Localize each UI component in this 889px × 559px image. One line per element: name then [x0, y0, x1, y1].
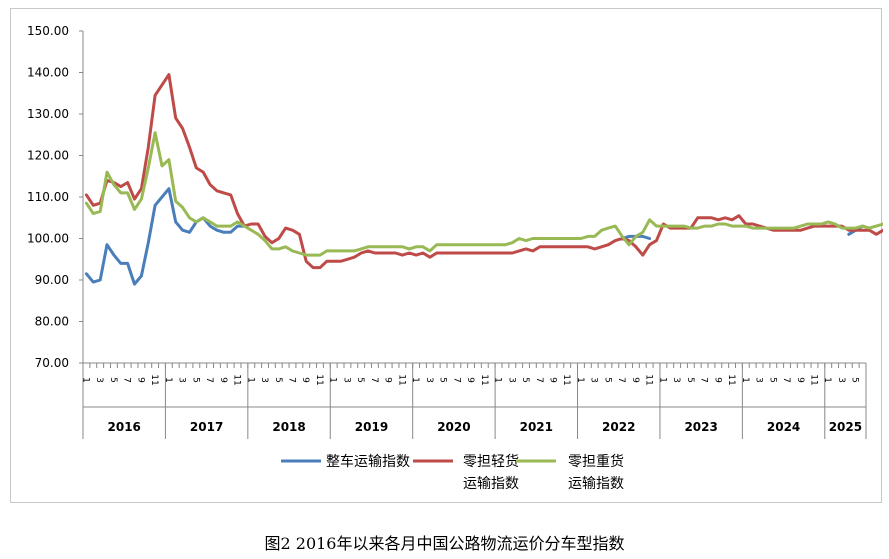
x-tick-label: 9 — [465, 377, 475, 383]
x-tick-label: 9 — [712, 377, 722, 383]
x-tick-label: 5 — [108, 377, 118, 383]
x-tick-label: 9 — [383, 377, 393, 383]
chart-frame: 70.00 80.00 90.00 100.00 110.00 120.00 130.00 1… — [10, 8, 883, 503]
series-line-1 — [84, 187, 865, 286]
legend-label-2-line-2: 运输指数 — [463, 476, 519, 492]
x-tick-label: 5 — [685, 377, 695, 383]
y-tick-label: 120.00 — [27, 149, 69, 163]
x-tick-label: 1 — [740, 377, 750, 383]
x-tick-label: 7 — [204, 377, 214, 383]
x-tick-label: 5 — [602, 377, 612, 383]
x-tick-label: 7 — [369, 377, 379, 383]
x-tick-label: 11 — [149, 374, 159, 385]
x-tick-label: 7 — [699, 377, 709, 383]
x-tick-label: 3 — [836, 377, 846, 383]
x-tick-label: 7 — [534, 377, 544, 383]
x-tick-label: 3 — [506, 377, 516, 383]
x-tick-label: 11 — [314, 374, 324, 385]
x-tick-label: 3 — [94, 377, 104, 383]
x-tick-label: 11 — [644, 374, 654, 385]
year-label: 2020 — [437, 420, 470, 434]
legend-label-3-line-1: 零担重货 — [568, 453, 624, 470]
year-label: 2017 — [190, 420, 223, 434]
y-tick-label: 110.00 — [27, 190, 69, 204]
x-tick-label: 1 — [657, 377, 667, 383]
y-tick-label: 80.00 — [35, 315, 69, 329]
x-tick-label: 1 — [328, 377, 338, 383]
x-tick-label: 5 — [520, 377, 530, 383]
x-tick-label: 11 — [808, 374, 818, 385]
year-label: 2023 — [684, 420, 717, 434]
y-tick-label: 90.00 — [35, 273, 69, 287]
y-tick-label: 70.00 — [35, 356, 69, 370]
x-tick-label: 11 — [561, 374, 571, 385]
x-tick-label: 1 — [493, 377, 503, 383]
legend-label-3-line-2: 运输指数 — [568, 476, 624, 492]
x-tick-label: 3 — [177, 377, 187, 383]
series-line-2 — [84, 73, 883, 270]
x-tick-label: 5 — [767, 377, 777, 383]
x-tick-label: 1 — [822, 377, 832, 383]
year-label: 2016 — [108, 420, 141, 434]
x-tick-label: 1 — [80, 377, 90, 383]
x-tick-label: 3 — [424, 377, 434, 383]
year-label: 2025 — [829, 420, 862, 434]
x-tick-label: 9 — [547, 377, 557, 383]
x-tick-label: 7 — [781, 377, 791, 383]
y-tick-label: 150.00 — [27, 24, 69, 38]
x-tick-label: 3 — [259, 377, 269, 383]
x-tick-label: 1 — [245, 377, 255, 383]
year-label: 2021 — [520, 420, 553, 434]
x-tick-label: 1 — [575, 377, 585, 383]
x-tick-label: 3 — [589, 377, 599, 383]
x-tick-label: 5 — [850, 377, 860, 383]
x-tick-label: 11 — [232, 374, 242, 385]
x-tick-label: 9 — [795, 377, 805, 383]
figure-caption: 图2 2016年以来各月中国公路物流运价分车型指数 — [264, 534, 625, 553]
x-tick-label: 9 — [135, 377, 145, 383]
x-tick-label: 1 — [163, 377, 173, 383]
x-tick-label: 7 — [616, 377, 626, 383]
x-tick-label: 3 — [671, 377, 681, 383]
x-tick-label: 9 — [630, 377, 640, 383]
x-tick-label: 9 — [300, 377, 310, 383]
x-tick-label: 11 — [479, 374, 489, 385]
x-tick-label: 11 — [726, 374, 736, 385]
x-tick-label: 7 — [286, 377, 296, 383]
x-tick-label: 1 — [410, 377, 420, 383]
year-label: 2018 — [272, 420, 305, 434]
legend-label-1: 整车运输指数 — [326, 453, 410, 470]
x-tick-label: 5 — [355, 377, 365, 383]
x-tick-label: 5 — [190, 377, 200, 383]
chart-svg: 70.00 80.00 90.00 100.00 110.00 120.00 130.00 1… — [27, 24, 883, 492]
y-tick-label: 100.00 — [27, 232, 69, 246]
year-label: 2022 — [602, 420, 635, 434]
year-label: 2019 — [355, 420, 388, 434]
x-tick-label: 5 — [438, 377, 448, 383]
x-tick-label: 9 — [218, 377, 228, 383]
series-line-3 — [84, 131, 883, 257]
y-tick-label: 140.00 — [27, 66, 69, 80]
y-tick-label: 130.00 — [27, 107, 69, 121]
x-tick-label: 7 — [122, 377, 132, 383]
x-tick-label: 3 — [754, 377, 764, 383]
year-label: 2024 — [767, 420, 800, 434]
x-tick-label: 11 — [396, 374, 406, 385]
x-tick-label: 5 — [273, 377, 283, 383]
x-tick-label: 7 — [451, 377, 461, 383]
legend-label-2-line-1: 零担轻货 — [463, 453, 519, 470]
x-tick-label: 3 — [341, 377, 351, 383]
